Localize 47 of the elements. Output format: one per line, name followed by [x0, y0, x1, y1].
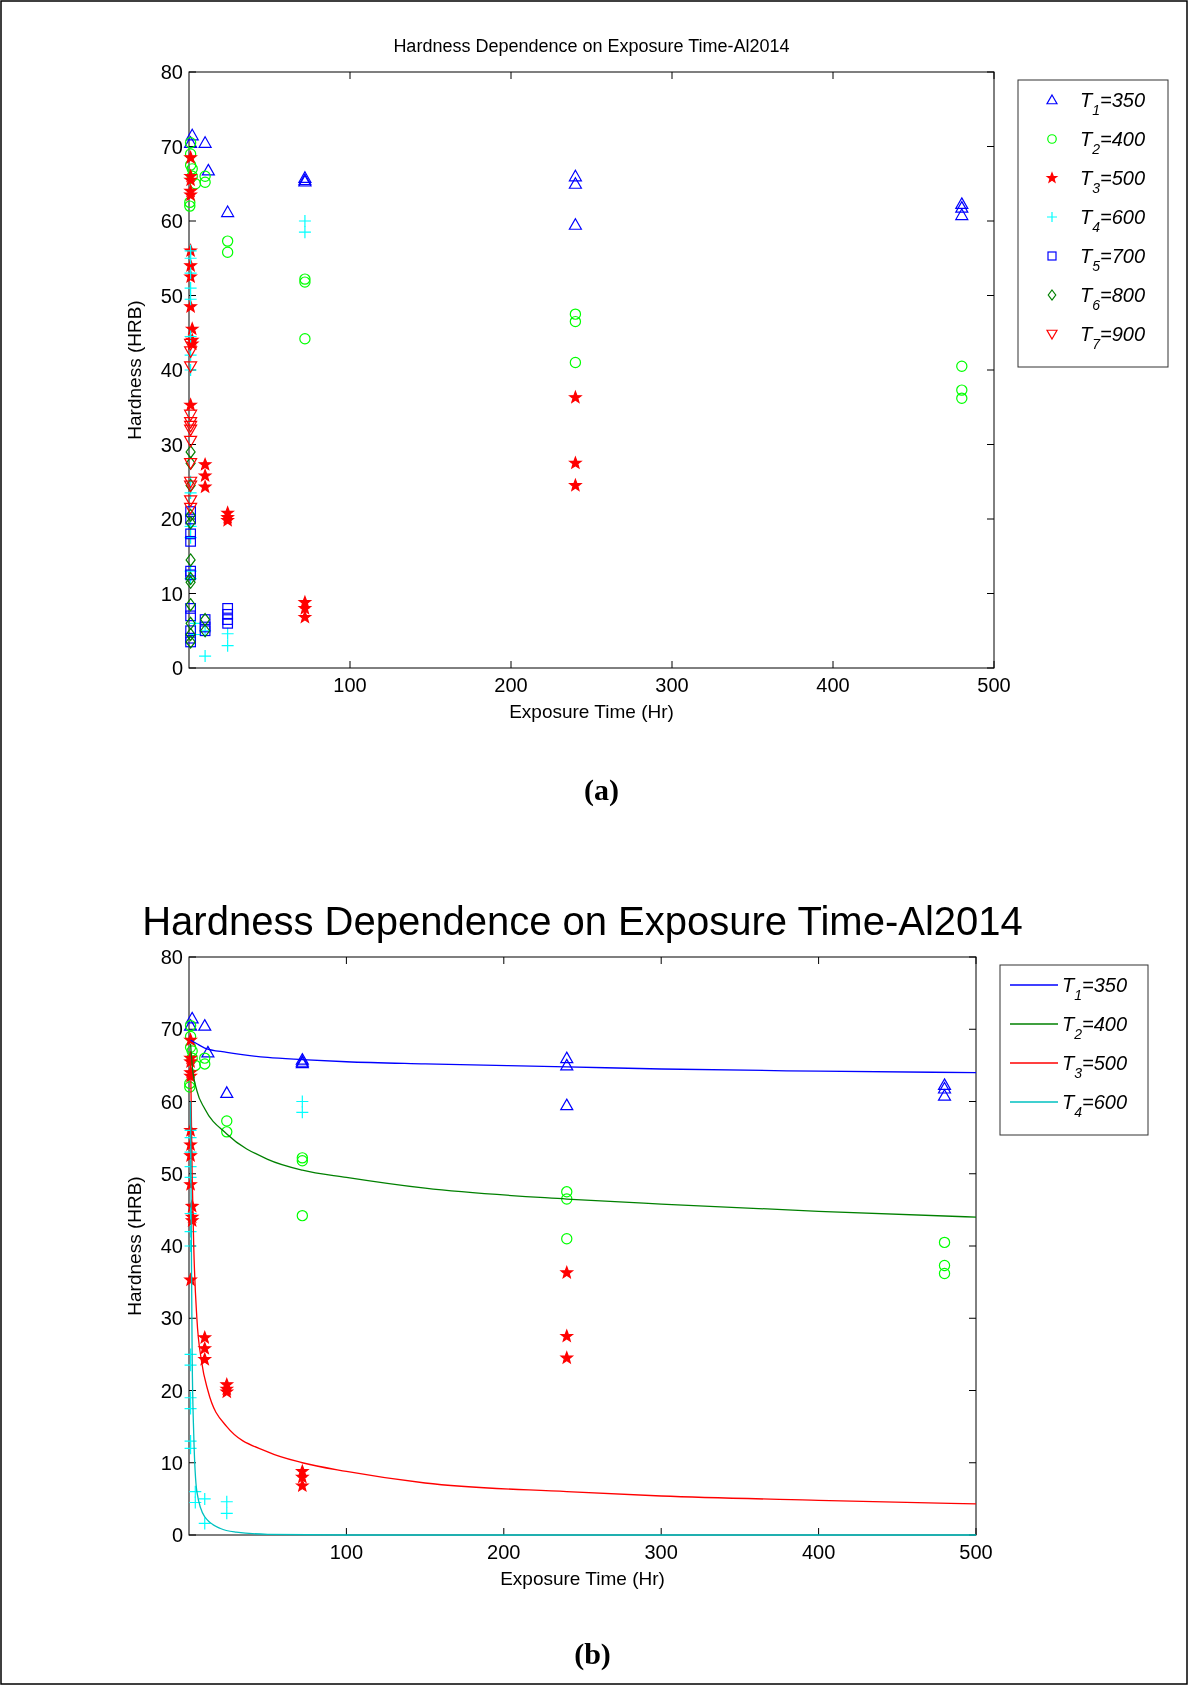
y-tick-label: 20	[160, 1379, 183, 1402]
y-tick-label: 10	[160, 582, 183, 605]
x-axis-title: Exposure Time (Hr)	[500, 1568, 665, 1589]
legend-label: T$_{1}$=350	[1080, 89, 1146, 118]
y-tick-label: 10	[160, 1451, 183, 1474]
x-tick-label: 200	[494, 674, 528, 696]
y-tick-label: 80	[160, 61, 183, 83]
legend-label: T$_{2}$=400	[1062, 1013, 1128, 1042]
y-tick-label: 30	[160, 1307, 183, 1330]
legend-label: T$_{4}$=600	[1062, 1091, 1128, 1120]
y-tick-label: 60	[160, 1090, 183, 1113]
x-tick-label: 100	[329, 1541, 364, 1563]
x-tick-label: 100	[333, 674, 367, 696]
legend-label: T$_{6}$=800	[1080, 284, 1146, 313]
y-axis-title: Hardness (HRB)	[124, 300, 145, 440]
text: (b)	[574, 1637, 611, 1671]
legend-label: T$_{5}$=700	[1080, 245, 1146, 274]
x-tick-label: 500	[977, 674, 1011, 696]
x-tick-label: 300	[655, 674, 689, 696]
legend-label: T$_{2}$=400	[1080, 128, 1146, 157]
y-tick-label: 60	[160, 210, 183, 232]
x-tick-label: 400	[801, 1541, 836, 1563]
legend-label: T$_{3}$=500	[1080, 167, 1146, 196]
y-tick-label: 40	[160, 1235, 183, 1257]
text: (a)	[584, 773, 619, 807]
y-tick-label: 80	[160, 946, 183, 968]
x-tick-label: 300	[644, 1541, 678, 1563]
legend-label: T$_{7}$=900	[1080, 323, 1146, 352]
y-tick-label: 70	[160, 135, 183, 158]
x-tick-label: 500	[959, 1541, 993, 1563]
y-tick-label: 70	[160, 1018, 183, 1041]
chart-title: Hardness Dependence on Exposure Time-Al2014	[142, 899, 1023, 943]
y-tick-label: 40	[160, 359, 183, 381]
x-axis-title: Exposure Time (Hr)	[509, 701, 674, 722]
y-tick-label: 50	[160, 1162, 183, 1185]
chart-title: Hardness Dependence on Exposure Time-Al2014	[393, 36, 790, 56]
y-tick-label: 0	[171, 1524, 183, 1546]
x-tick-label: 400	[816, 674, 850, 696]
legend-label: T$_{4}$=600	[1080, 206, 1146, 235]
legend-label: T$_{3}$=500	[1062, 1052, 1128, 1081]
y-axis-title: Hardness (HRB)	[124, 1176, 145, 1316]
y-tick-label: 0	[171, 657, 183, 679]
legend-label: T$_{1}$=350	[1062, 974, 1128, 1003]
y-tick-label: 50	[160, 284, 183, 307]
y-tick-label: 30	[160, 433, 183, 456]
x-tick-label: 200	[487, 1541, 521, 1563]
y-tick-label: 20	[160, 508, 183, 530]
